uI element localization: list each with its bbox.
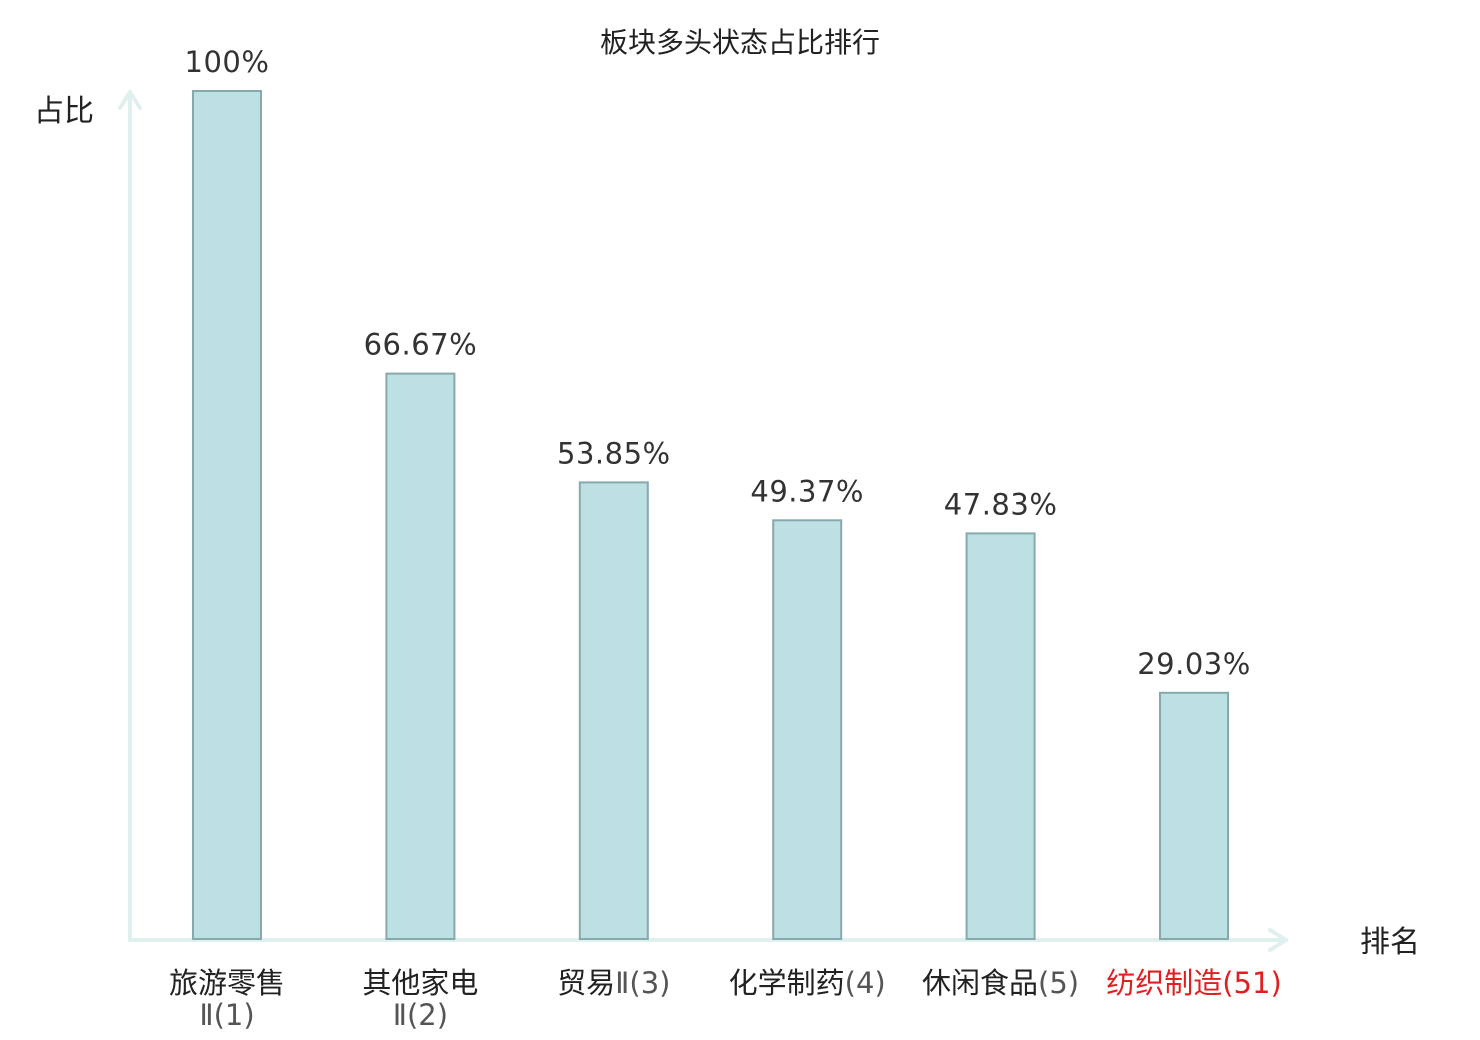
x-tick-label: 贸易Ⅱ(3) — [557, 966, 670, 1000]
data-label: 100% — [185, 45, 270, 79]
x-tick-label-suffix: (4) — [845, 966, 886, 1000]
data-label: 49.37% — [750, 474, 864, 508]
bar — [578, 481, 649, 940]
data-label: 66.67% — [364, 328, 478, 362]
chart-title: 板块多头状态占比排行 — [600, 26, 880, 59]
x-tick-label-name: 休闲食品 — [922, 966, 1038, 1000]
data-label: 29.03% — [1137, 647, 1251, 681]
y-axis-label: 占比 — [34, 94, 94, 129]
bars-group — [192, 90, 1229, 941]
x-axis-arrow-icon — [1268, 928, 1288, 952]
x-tick-label-name: 化学制药 — [729, 966, 845, 1000]
data-labels-group: 100% 66.67% 53.85% 49.37% 47.83% 29.03% — [185, 45, 1251, 681]
x-tick-label-suffix: (5) — [1038, 966, 1079, 1000]
bar — [772, 519, 843, 940]
x-tick-label: 其他家电 — [362, 966, 478, 1000]
x-tick-label-name: 贸易 — [557, 966, 615, 1000]
data-label: 47.83% — [944, 487, 1058, 521]
bar — [965, 532, 1036, 941]
x-tick-label: 旅游零售 — [169, 966, 285, 1000]
x-tick-label-suffix: (51) — [1222, 966, 1282, 1000]
x-tick-label: 纺织制造(51) — [1106, 966, 1282, 1000]
x-axis-label: 排名 — [1360, 925, 1420, 960]
x-tick-label-suffix: Ⅱ(3) — [615, 966, 670, 1000]
x-tick-label-suffix: Ⅱ(1) — [199, 998, 254, 1032]
x-tick-label: 化学制药(4) — [729, 966, 886, 1000]
x-tick-label-name: 纺织制造 — [1106, 966, 1222, 1000]
bar — [192, 90, 262, 940]
y-axis-arrow-icon — [118, 90, 142, 110]
bar — [385, 372, 456, 941]
bar — [1159, 691, 1229, 940]
data-label: 53.85% — [557, 436, 671, 470]
x-tick-label-suffix: Ⅱ(2) — [393, 998, 448, 1032]
x-tick-label: 休闲食品(5) — [922, 966, 1079, 1000]
axes — [118, 90, 1288, 952]
